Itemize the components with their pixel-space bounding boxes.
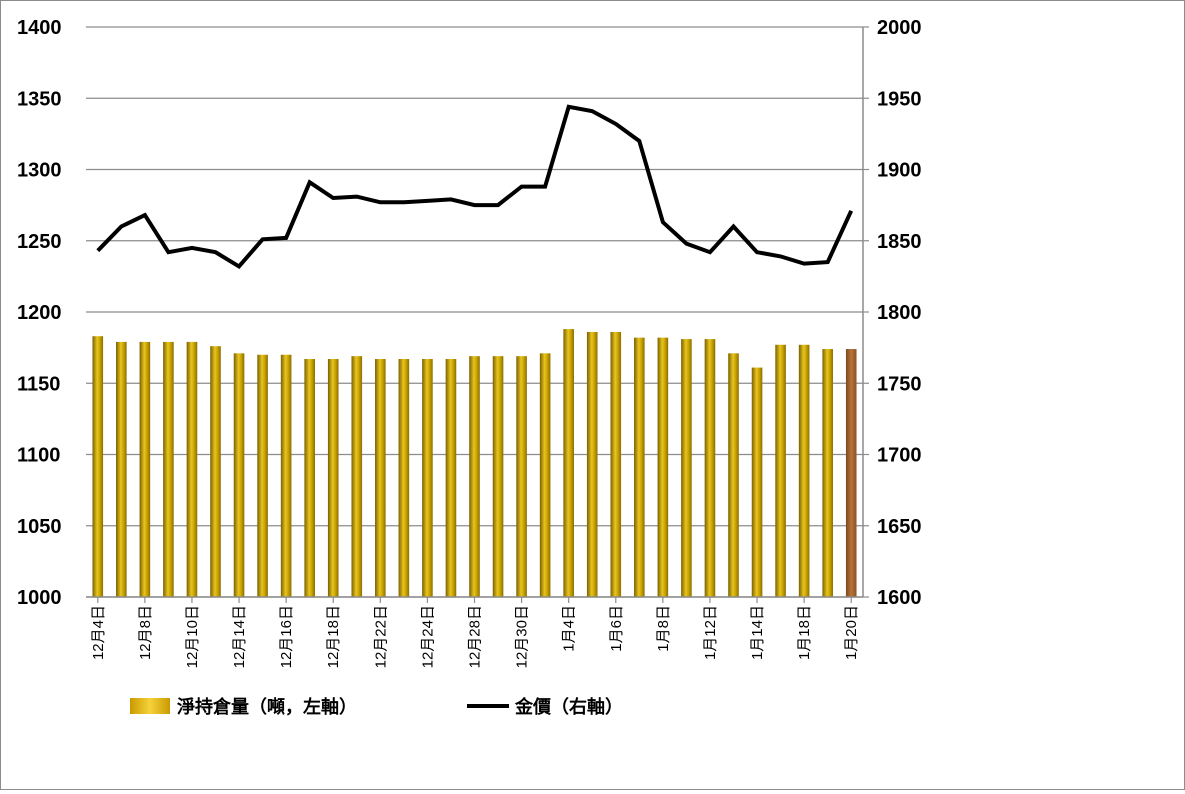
bar-net-holdings [775, 344, 786, 597]
y-left-tick-label: 1350 [17, 88, 62, 110]
x-tick-label: 12月18日 [325, 605, 342, 668]
bar-net-holdings [210, 346, 221, 597]
bar-net-holdings [116, 341, 127, 597]
y-left-tick-label: 1150 [17, 373, 60, 395]
y-left-tick-label: 1100 [17, 445, 60, 467]
x-tick-label: 1月18日 [796, 605, 813, 660]
y-right-tick-label: 1900 [877, 160, 922, 182]
y-right-tick-label: 1600 [877, 587, 922, 609]
x-tick-label: 12月10日 [184, 605, 201, 668]
bar-net-holdings [445, 359, 457, 597]
bar-net-holdings [280, 354, 292, 597]
bar-net-holdings [586, 331, 598, 597]
bar-net-holdings [563, 329, 574, 597]
x-tick-label: 1月6日 [608, 605, 625, 652]
legend: 淨持倉量（噸，左軸） 金價（右軸） [130, 696, 623, 717]
x-tick-label: 12月16日 [278, 605, 295, 668]
bar-net-holdings [398, 359, 410, 597]
bar-net-holdings [657, 337, 669, 597]
bar-net-holdings [233, 353, 245, 597]
y-right-tick-label: 1650 [877, 516, 922, 538]
legend-label-bar: 淨持倉量（噸，左軸） [177, 696, 357, 717]
y-right-tick-label: 2000 [877, 17, 922, 39]
line-gold-price [96, 104, 854, 269]
bar-net-holdings [704, 339, 716, 597]
bars-layer [92, 329, 857, 597]
bar-net-holdings [516, 356, 527, 597]
bar-net-holdings [139, 341, 151, 597]
x-tick-label: 1月20日 [843, 605, 860, 660]
y-left-tick-label: 1000 [17, 587, 62, 609]
bar-net-holdings [304, 359, 315, 597]
y-right-tick-label: 1800 [877, 302, 922, 324]
x-tick-label: 12月4日 [90, 605, 107, 660]
x-tick-label: 1月8日 [655, 605, 672, 652]
y-left-tick-label: 1250 [17, 231, 62, 253]
bar-net-holdings [751, 367, 763, 597]
y-right-tick-label: 1850 [877, 231, 922, 253]
legend-swatch-bar [130, 698, 170, 714]
bar-net-holdings [257, 354, 268, 597]
y-right-tick-label: 1950 [877, 88, 922, 110]
x-tick-label: 12月28日 [467, 605, 484, 668]
bar-net-holdings [845, 349, 857, 597]
bar-net-holdings [681, 339, 692, 597]
legend-label-line: 金價（右軸） [514, 696, 623, 717]
y-left-tick-label: 1300 [17, 160, 62, 182]
x-tick-label: 12月14日 [231, 605, 248, 668]
x-tick-label: 12月24日 [419, 605, 436, 668]
bar-net-holdings [728, 353, 739, 597]
bar-net-holdings [92, 336, 104, 597]
bar-net-holdings [186, 341, 198, 597]
y-right-tick-label: 1750 [877, 373, 922, 395]
bar-net-holdings [422, 359, 433, 597]
bar-net-holdings [539, 353, 551, 597]
y-left-tick-label: 1400 [17, 17, 62, 39]
y-right-tick-label: 1700 [877, 445, 922, 467]
x-tick-label: 12月8日 [137, 605, 154, 660]
bar-net-holdings [469, 356, 480, 597]
x-tick-label: 1月4日 [561, 605, 578, 652]
x-tick-label: 1月14日 [749, 605, 766, 660]
bar-net-holdings [798, 344, 810, 597]
bar-net-holdings [610, 331, 622, 597]
bar-net-holdings [492, 356, 504, 597]
y-left-tick-label: 1050 [17, 516, 62, 538]
bar-net-holdings [163, 341, 174, 597]
bar-net-holdings [375, 359, 386, 597]
bar-net-holdings [327, 359, 339, 597]
y-left-tick-label: 1200 [17, 302, 62, 324]
x-tick-label: 12月22日 [372, 605, 389, 668]
bar-net-holdings [351, 356, 363, 597]
x-tick-label: 12月30日 [514, 605, 531, 668]
line-layer [96, 104, 854, 269]
bar-net-holdings [634, 337, 645, 597]
bar-net-holdings [822, 349, 833, 597]
x-tick-label: 1月12日 [702, 605, 719, 660]
axes-layer: 1000 1050 1100 1150 1200 1250 1300 1350 1400 1600… [17, 17, 922, 668]
